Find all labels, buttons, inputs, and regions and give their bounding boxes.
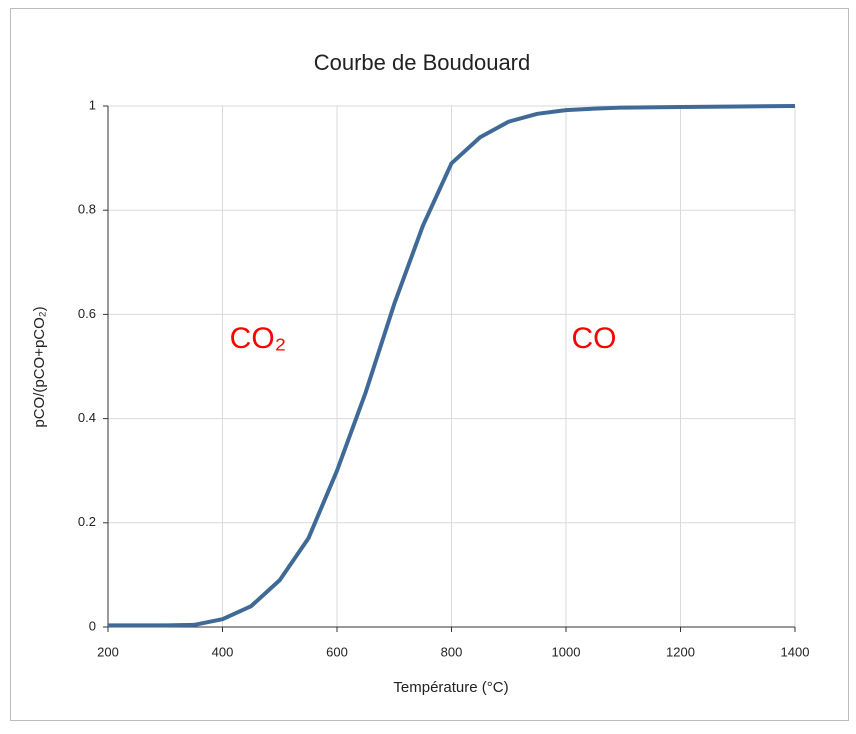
y-tick-label: 0.6 — [78, 306, 96, 321]
y-tick-label: 0 — [89, 618, 96, 633]
y-axis-label: pCO/(pCO+pCO₂) — [31, 306, 48, 427]
x-axis-label: Température (°C) — [393, 679, 508, 696]
y-tick-label: 0.2 — [78, 514, 96, 529]
x-tick-label: 400 — [212, 644, 234, 659]
data-line — [108, 104, 796, 628]
annotation: CO₂ — [230, 322, 287, 355]
x-tick-label: 1200 — [666, 644, 695, 659]
x-tick-label: 1400 — [781, 644, 810, 659]
chart-frame — [10, 8, 849, 721]
annotation: CO — [572, 322, 617, 355]
chart-title: Courbe de Boudouard — [314, 50, 531, 75]
y-tick-label: 0.8 — [78, 202, 96, 217]
y-tick-label: 0.4 — [78, 410, 96, 425]
x-tick-label: 200 — [97, 644, 119, 659]
y-tick-label: 1 — [89, 97, 96, 112]
x-tick-label: 600 — [326, 644, 348, 659]
x-tick-label: 1000 — [552, 644, 581, 659]
x-tick-label: 800 — [441, 644, 463, 659]
